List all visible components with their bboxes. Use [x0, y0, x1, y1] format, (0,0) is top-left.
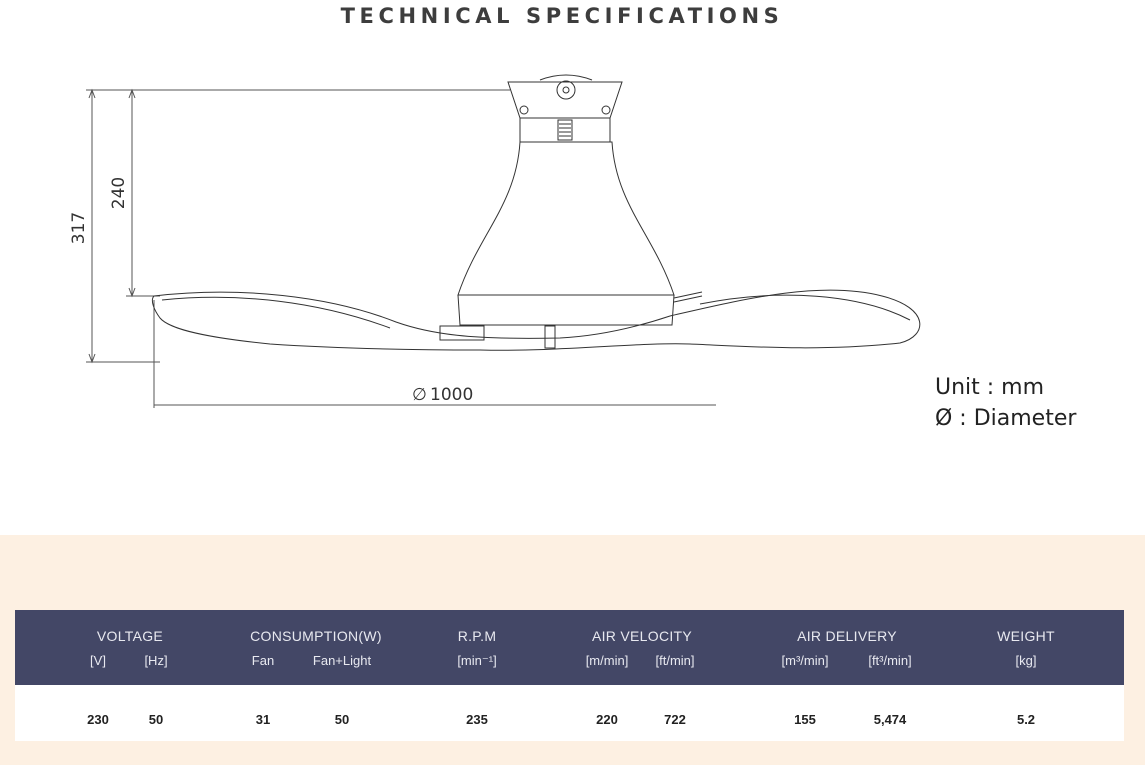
spec-table-row: 230 50 31 50 235 220 722 155 5,474 5.2 [15, 685, 1124, 741]
dim-240-label: 240 [109, 177, 129, 209]
diameter-note: Ø : Diameter [935, 406, 1077, 431]
header-air-delivery: AIR DELIVERY [797, 628, 897, 644]
unit-note: Unit : mm [935, 375, 1045, 400]
spec-table: VOLTAGE CONSUMPTION(W) R.P.M AIR VELOCIT… [15, 610, 1124, 741]
unit-ft-per-min: [ft/min] [655, 653, 695, 668]
unit-volt: [V] [90, 653, 106, 668]
unit-kg: [kg] [1015, 653, 1037, 668]
header-consumption: CONSUMPTION(W) [250, 628, 382, 644]
value-air-delivery-m3: 155 [794, 712, 816, 727]
header-weight: WEIGHT [997, 628, 1055, 644]
unit-ft3-per-min: [ft³/min] [868, 653, 912, 668]
unit-fan-light: Fan+Light [312, 653, 372, 668]
value-air-velocity-m: 220 [596, 712, 618, 727]
value-rpm: 235 [466, 712, 488, 727]
unit-hz: [Hz] [144, 653, 168, 668]
unit-m3-per-min: [m³/min] [781, 653, 829, 668]
fan-blades [151, 289, 921, 351]
value-fan-watts: 31 [255, 712, 271, 727]
header-air-velocity: AIR VELOCITY [591, 628, 693, 644]
value-fan-light-watts: 50 [334, 712, 350, 727]
header-voltage: VOLTAGE [96, 628, 164, 644]
dim-317-label: 317 [69, 212, 89, 244]
header-rpm: R.P.M [457, 628, 497, 644]
drawing-legend: Unit : mm Ø : Diameter [935, 372, 1076, 434]
unit-m-per-min: [m/min] [585, 653, 629, 668]
fan-body [457, 141, 703, 326]
fan-canopy [507, 74, 623, 143]
diameter-symbol: ∅ [412, 385, 427, 405]
value-voltage: 230 [87, 712, 109, 727]
dim-1000-label: 1000 [430, 385, 473, 405]
value-air-velocity-ft: 722 [664, 712, 686, 727]
value-air-delivery-ft3: 5,474 [873, 712, 907, 727]
unit-rpm: [min⁻¹] [457, 653, 497, 668]
fan-technical-drawing: 317 240 ∅ 1000 [69, 74, 921, 408]
spec-table-header: VOLTAGE CONSUMPTION(W) R.P.M AIR VELOCIT… [15, 610, 1124, 685]
page-title: TECHNICAL SPECIFICATIONS [340, 4, 784, 28]
unit-fan: Fan [251, 653, 275, 668]
value-weight: 5.2 [1016, 712, 1036, 727]
value-frequency: 50 [148, 712, 164, 727]
